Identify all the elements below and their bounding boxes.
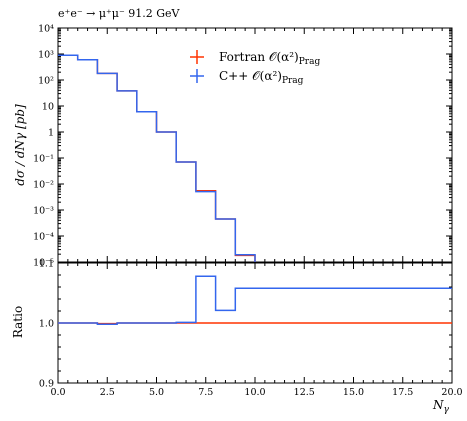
main-panel-ticks: 10⁴ 10³ 10² 10 1 10⁻¹ 10⁻² 10⁻³ 10⁻⁴ 10⁻⁵ [33,24,453,269]
y-tick-label: 10⁻¹ [33,154,54,165]
y-tick-label: 10⁻² [33,180,54,191]
x-tick-label: 5.0 [149,387,164,398]
x-tick-label: 10.0 [244,387,265,398]
legend-label: Fortran 𝒪(α²)Prag [219,50,320,67]
y-tick-label: 10 [42,102,54,113]
y-tick-label: 10⁻⁵ [33,258,54,269]
legend-label: C++ 𝒪(α²)Prag [219,69,304,86]
x-tick-label: 17.5 [392,387,413,398]
ratio-tick-label: 0.9 [39,379,54,390]
series-line-cpp [58,54,256,262]
y-tick-label: 10⁻⁴ [33,232,54,243]
y-tick-label: 10² [38,76,54,87]
y-tick-label: 10³ [38,50,54,61]
ratio-panel-ticks: 0.0 2.5 5.0 7.5 10.0 12.5 15.0 17.5 20.0 0.9 1.0 1.… [39,259,463,399]
chart-title: e⁺e⁻ → μ⁺μ⁻ 91.2 GeV [58,7,181,20]
legend-label-sub: Prag [299,57,321,67]
x-axis-label-main: N [432,398,444,412]
x-tick-label: 20.0 [441,387,462,398]
legend-label-main: C++ 𝒪(α²) [219,69,282,83]
main-panel-series [58,54,256,262]
ratio-line-cpp [58,275,452,325]
x-axis-label: Nγ [432,398,450,415]
x-axis-label-sub: γ [444,405,450,415]
ratio-tick-label: 1.1 [39,259,54,270]
ratio-tick-label: 1.0 [39,319,54,330]
y-tick-label: 10⁴ [38,24,54,35]
x-tick-label: 7.5 [198,387,213,398]
x-tick-label: 12.5 [294,387,315,398]
x-tick-label: 0.0 [50,387,65,398]
y-tick-label: 10⁻³ [33,206,54,217]
legend-label-sub: Prag [282,76,304,86]
y-tick-label: 1 [48,128,54,139]
x-tick-label: 2.5 [100,387,115,398]
y-axis-label: dσ / dNγ [pb] [13,104,27,186]
ratio-axis-label: Ratio [11,306,25,338]
series-line-fortran [58,54,256,262]
ratio-panel-series [58,275,452,325]
x-tick-label: 15.0 [343,387,364,398]
legend-label-main: Fortran 𝒪(α²) [219,50,299,64]
